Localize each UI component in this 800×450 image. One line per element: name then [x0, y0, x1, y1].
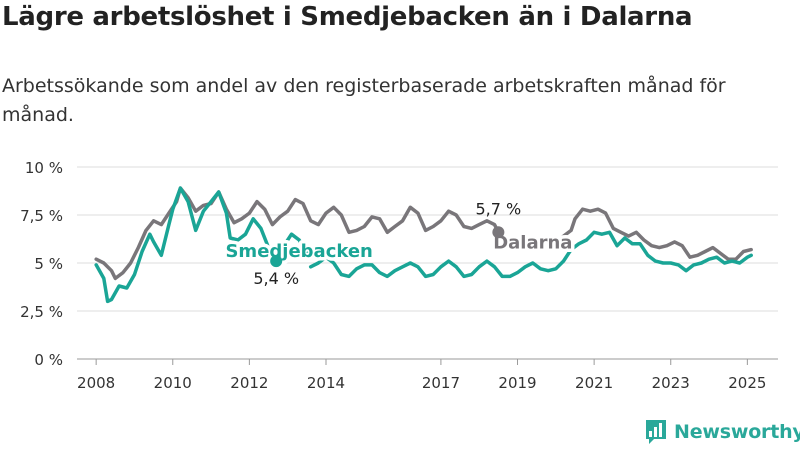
chart-subtitle: Arbetssökande som andel av den registerb… — [2, 75, 726, 126]
series-label-halo: Smedjebacken — [225, 241, 372, 262]
end-point — [492, 226, 505, 239]
newsworthy-logo: Newsworthy — [645, 419, 800, 445]
y-tick-label: 0 % — [34, 351, 63, 369]
x-tick-label: 2025 — [728, 374, 766, 392]
series-label: Dalarna — [493, 233, 572, 254]
series-line-dalarna-b — [554, 207, 753, 261]
y-tick-label: 10 % — [25, 159, 63, 177]
x-tick-label: 2021 — [575, 374, 613, 392]
end-point — [270, 255, 283, 268]
series-line-smedjebacken — [94, 186, 278, 304]
series-label-halo: Dalarna — [493, 233, 572, 254]
y-axis-ticks: 0 % 2,5 % 5 % 7,5 % 10 % — [20, 159, 63, 369]
x-tick-label: 2010 — [154, 374, 192, 392]
x-tick-label: 2019 — [498, 374, 536, 392]
chart-title: Lägre arbetslöshet i Smedjebacken än i D… — [2, 2, 693, 32]
y-tick-label: 7,5 % — [20, 207, 63, 225]
bar-chart-icon — [646, 420, 666, 444]
end-value-label: 5,4 % — [253, 269, 299, 288]
x-tick-label: 2023 — [652, 374, 690, 392]
y-tick-label: 2,5 % — [20, 303, 63, 321]
brand-name: Newsworthy — [674, 421, 800, 443]
series-label: Smedjebacken — [225, 241, 372, 262]
x-tick-label: 2012 — [230, 374, 268, 392]
x-tick-label: 2017 — [422, 374, 460, 392]
end-value-label: 5,7 % — [475, 199, 521, 218]
x-tick-label: 2014 — [307, 374, 345, 392]
series-line-dalarna — [94, 186, 501, 281]
x-tick-label: 2008 — [77, 374, 115, 392]
series-line-smedjebacken-b — [282, 232, 309, 256]
x-axis: 2008 2010 2012 2014 2017 2019 2021 2023 2025 — [77, 359, 766, 392]
end-points: 5,7 % 5,4 % — [253, 199, 521, 288]
series-lines — [94, 186, 753, 304]
series-line-smedjebacken-c — [308, 230, 753, 279]
y-tick-label: 5 % — [34, 255, 63, 273]
